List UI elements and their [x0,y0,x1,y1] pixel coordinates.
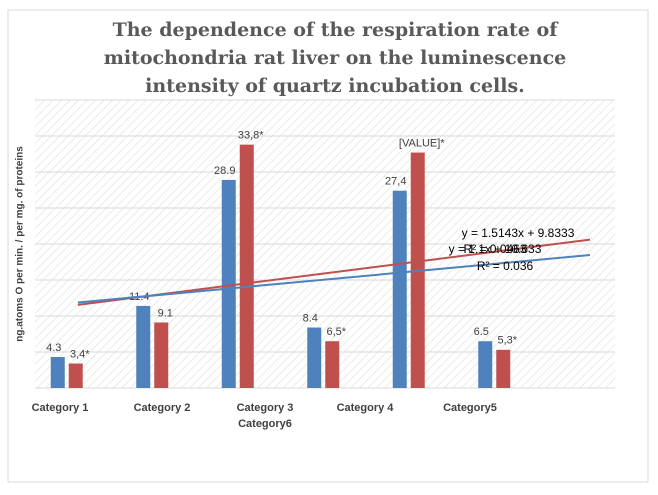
x-tick-label: Category6 [238,418,292,430]
trendline-label: R² = 0.0463 [463,242,526,256]
chart-title: The dependence of the respiration rate o… [113,19,560,41]
x-tick-label: Category5 [443,402,497,414]
trend-line [77,254,591,304]
value-label: 5,3* [497,335,517,347]
bar [325,341,340,388]
x-tick-label: Category 2 [134,402,191,414]
x-tick-label: Category 3 [237,402,294,414]
trendline-label: y = 1.1x + 10.633 [449,242,542,256]
bar [154,322,169,388]
x-tick-label: Category 4 [337,402,395,414]
value-label: 6.5 [474,326,489,338]
bar [136,305,151,388]
value-label: 9.1 [158,307,173,319]
x-tick-label: Category 1 [32,402,89,414]
chart-title: mitochondria rat liver on the luminescen… [104,47,566,69]
value-label: 3,4* [70,348,90,360]
value-label: 33,8* [238,130,264,142]
bar [239,144,254,388]
value-label: 8.4 [303,312,318,324]
value-label: 28.9 [214,165,235,177]
y-axis-label: ng.atoms O per min. / per mg. of protein… [15,146,26,342]
bar [50,357,65,388]
chart-title: intensity of quartz incubation cells. [145,75,525,97]
value-label: 6,5* [326,326,346,338]
bar [221,179,236,388]
bar [392,190,407,388]
trendline-label: y = 1.5143x + 9.8333 [462,226,575,240]
value-label: [VALUE]* [399,137,445,149]
bar [496,349,511,388]
bar [68,363,83,388]
trendline-label: R² = 0.036 [477,259,534,273]
value-label: 4.3 [46,342,61,354]
bar [307,327,322,388]
bar [478,341,493,388]
value-label: 27,4 [385,176,406,188]
